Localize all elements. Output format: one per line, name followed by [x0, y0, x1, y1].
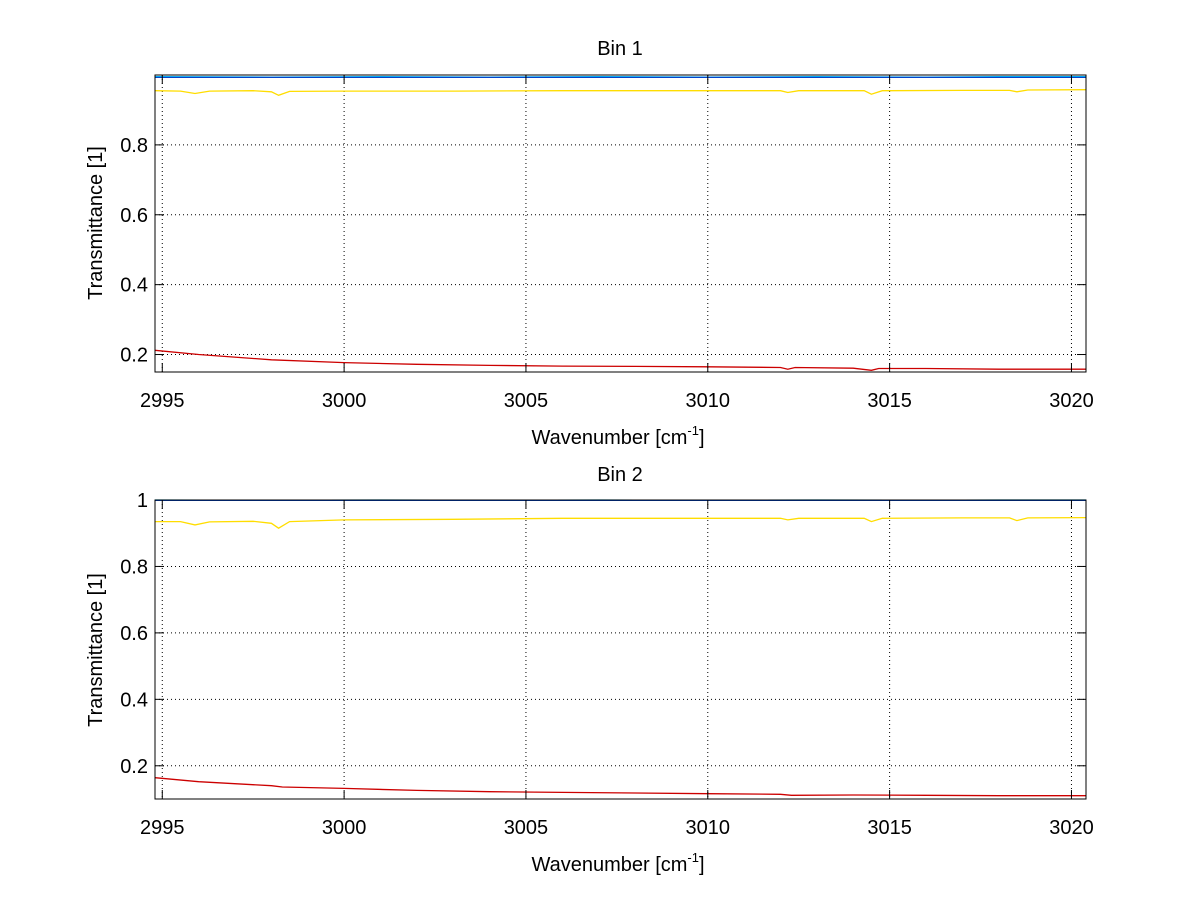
- x-axis-label-sup: -1: [687, 423, 699, 438]
- x-tick-label: 3000: [322, 390, 367, 412]
- subplot-bin-1: Bin 1 2995 3000 3005 3010 3015 3020 0.2 0.4 0.6 0…: [85, 38, 1094, 449]
- x-tick-label: 2995: [140, 390, 185, 412]
- x-tick-label: 3010: [686, 817, 731, 839]
- series-line-3: [154, 89, 1087, 97]
- ticks: 2995 3000 3005 3010 3015 3020 0.2 0.4 0.6 0.8 1: [120, 490, 1094, 839]
- subplot-title: Bin 1: [597, 38, 643, 60]
- x-tick-label: 2995: [140, 817, 185, 839]
- x-axis-label-main: Wavenumber [cm: [531, 427, 687, 449]
- y-tick-label: 0.6: [120, 205, 148, 227]
- x-tick-label: 3020: [1049, 817, 1094, 839]
- y-tick-label: 0.8: [120, 556, 148, 578]
- axes-box: [154, 499, 1087, 800]
- x-tick-label: 3005: [504, 817, 549, 839]
- y-axis-label: Transmittance [1]: [85, 146, 107, 300]
- y-tick-label: 0.8: [120, 135, 148, 157]
- y-tick-label: 0.4: [120, 275, 148, 297]
- ticks: 2995 3000 3005 3010 3015 3020 0.2 0.4 0.6 0.8: [120, 75, 1094, 412]
- x-tick-label: 3010: [686, 390, 731, 412]
- x-tick-label: 3020: [1049, 390, 1094, 412]
- x-tick-label: 3015: [867, 390, 912, 412]
- x-tick-label: 3000: [322, 817, 367, 839]
- series-group: [154, 76, 1087, 371]
- x-axis-label-close: ]: [699, 854, 705, 876]
- y-tick-label: 0.2: [120, 756, 148, 778]
- x-axis-label-close: ]: [699, 427, 705, 449]
- x-axis-label: Wavenumber [cm-1]: [531, 423, 704, 449]
- x-tick-label: 3015: [867, 817, 912, 839]
- series-line-3: [155, 516, 1087, 529]
- x-axis-label-sup: -1: [687, 850, 699, 865]
- axes-box: [154, 74, 1087, 373]
- y-tick-label: 0.2: [120, 345, 148, 367]
- x-axis-label: Wavenumber [cm-1]: [531, 850, 704, 876]
- grid: [155, 75, 1086, 372]
- y-tick-label: 0.6: [120, 623, 148, 645]
- subplot-title: Bin 2: [597, 464, 643, 486]
- y-axis-label: Transmittance [1]: [85, 573, 107, 727]
- x-axis-label-main: Wavenumber [cm: [531, 854, 687, 876]
- subplot-bin-2: Bin 2 2995 3000 3005 3010 3015 3020 0.2 0.4 0.6 0…: [85, 464, 1094, 876]
- series-line-4: [154, 349, 1086, 371]
- x-tick-label: 3005: [504, 390, 549, 412]
- y-tick-label: 0.4: [120, 689, 148, 711]
- y-tick-label: 1: [137, 490, 148, 512]
